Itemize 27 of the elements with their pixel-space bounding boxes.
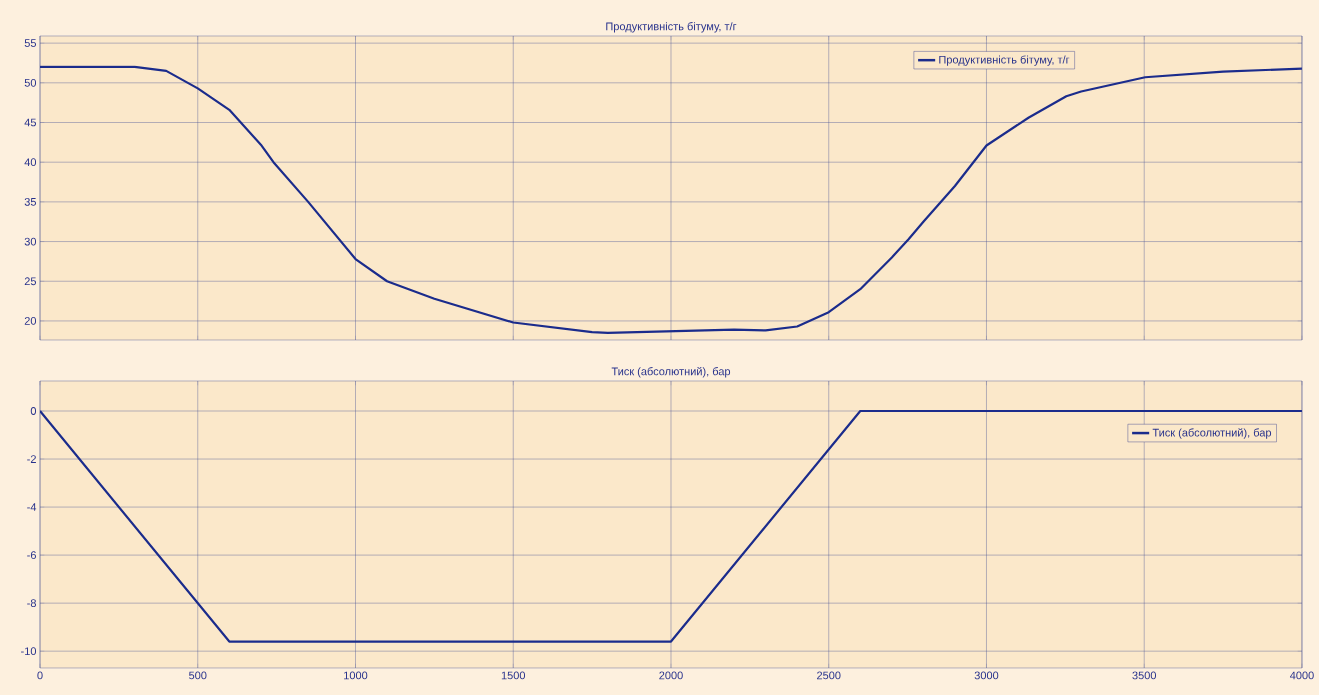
y-tick-label: 0 <box>30 407 37 415</box>
x-tick-label: 2000 <box>659 671 683 680</box>
y-tick-label: 35 <box>24 197 37 206</box>
y-tick-label: 25 <box>24 277 37 286</box>
y-tick-label: 20 <box>24 317 37 325</box>
y-tick-label: 40 <box>24 158 37 167</box>
x-tick-label: 3000 <box>974 671 999 680</box>
y-tick-label: -8 <box>27 599 36 608</box>
x-tick-label: 2500 <box>817 671 841 680</box>
legend-label: Продуктивність бітуму, т/г <box>939 55 1070 66</box>
y-tick-label: -10 <box>21 647 37 656</box>
chart-title: Тиск (абсолютний), бар <box>611 367 731 378</box>
x-tick-label: 1000 <box>344 671 368 680</box>
y-tick-label: -2 <box>27 455 36 463</box>
x-tick-label: 4000 <box>1289 671 1314 680</box>
y-tick-label: -6 <box>27 551 36 559</box>
x-tick-label: 500 <box>189 671 207 680</box>
legend-label: Тиск (абсолютний), бар <box>1152 428 1272 439</box>
x-tick-label: 3500 <box>1132 671 1157 680</box>
y-tick-label: 55 <box>24 39 37 47</box>
y-tick-label: -4 <box>27 503 37 511</box>
x-tick-label: 1500 <box>501 671 526 680</box>
chart-title: Продуктивність бітуму, т/г <box>606 22 737 33</box>
x-tick-label: 0 <box>37 671 43 680</box>
y-tick-label: 50 <box>24 78 37 87</box>
y-tick-label: 30 <box>24 237 37 246</box>
y-tick-label: 45 <box>24 118 37 127</box>
